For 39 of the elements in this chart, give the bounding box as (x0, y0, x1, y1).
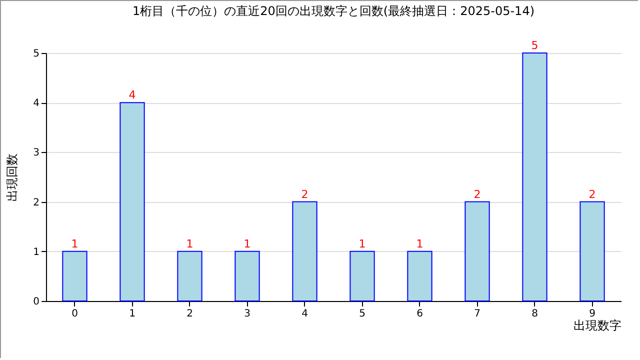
x-tick-label: 5 (359, 308, 366, 320)
bar (580, 201, 605, 302)
x-tick-label: 9 (589, 308, 596, 320)
data-label: 1 (358, 237, 366, 250)
data-label: 1 (186, 237, 194, 250)
y-tick-label: 4 (33, 98, 40, 110)
bar (234, 250, 260, 302)
data-label: 1 (244, 237, 251, 250)
data-label: 1 (416, 237, 424, 250)
data-label: 4 (128, 88, 136, 102)
data-label: 1 (71, 237, 78, 250)
data-label: 2 (301, 188, 308, 201)
y-axis-title: 出現回数 (5, 154, 20, 202)
y-tick-label: 5 (33, 48, 40, 60)
bar (407, 250, 432, 302)
data-label: 2 (588, 188, 596, 201)
bar (522, 52, 548, 302)
x-tick-label: 4 (302, 308, 308, 320)
x-tick-label: 6 (416, 308, 423, 320)
x-tick-label: 8 (532, 308, 538, 320)
bar (464, 201, 490, 302)
bar (292, 201, 318, 302)
x-tick-label: 3 (244, 308, 250, 320)
bar (177, 250, 202, 302)
x-tick-label: 2 (186, 308, 193, 320)
chart-title: 1桁目（千の位）の直近20回の出現数字と回数(最終抽選日：2025-05-14) (132, 4, 535, 18)
bar (62, 250, 88, 302)
y-tick-label: 2 (33, 197, 40, 208)
y-tick-label: 3 (33, 148, 40, 159)
bar (120, 102, 145, 302)
data-label: 5 (531, 39, 538, 52)
x-tick-label: 1 (129, 308, 136, 320)
y-tick-label: 0 (33, 296, 40, 308)
x-tick-label: 7 (474, 308, 480, 320)
x-tick-label: 0 (72, 308, 78, 320)
x-axis-title: 出現数字 (574, 318, 622, 332)
y-tick-label: 1 (33, 246, 40, 258)
bar (350, 250, 375, 302)
data-label: 2 (474, 188, 481, 201)
